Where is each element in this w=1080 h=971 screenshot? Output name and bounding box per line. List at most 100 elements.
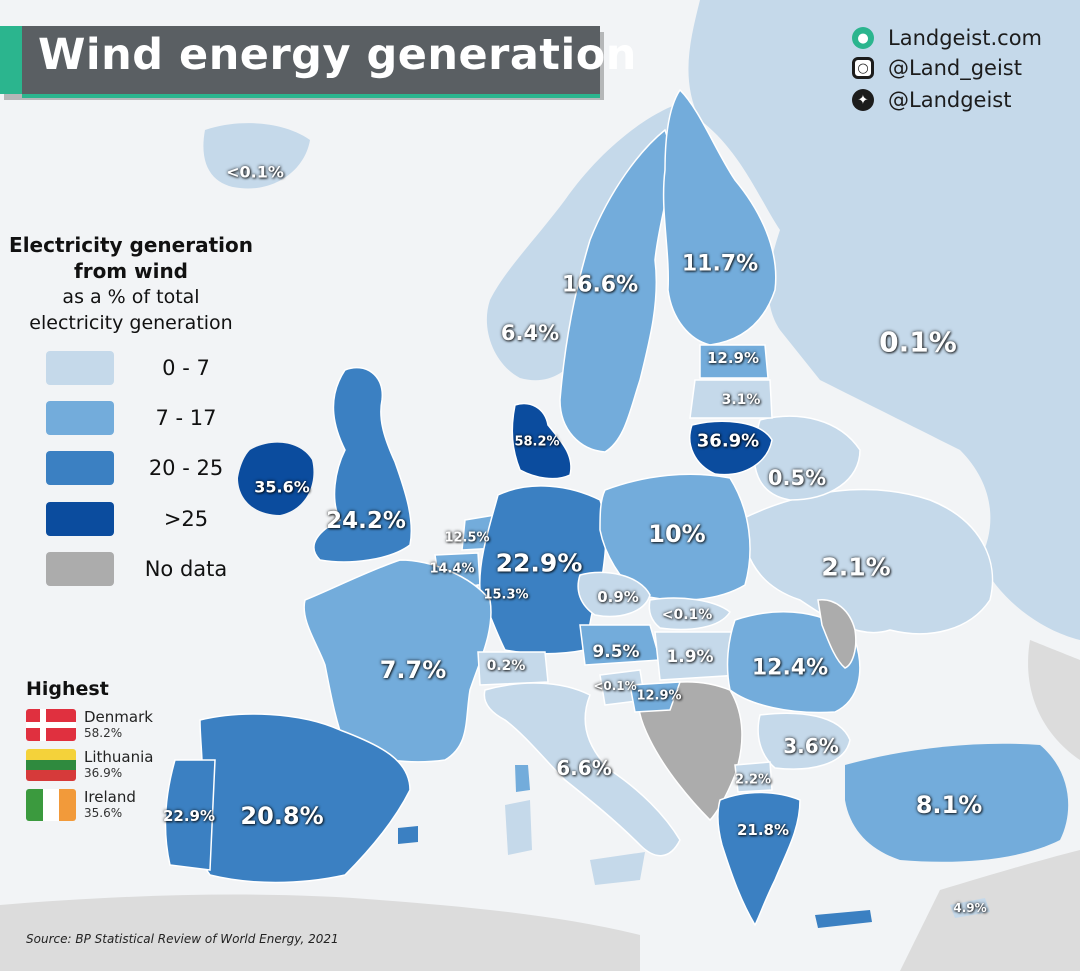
label-germany: 22.9% bbox=[495, 548, 583, 578]
sweden-region bbox=[559, 128, 672, 453]
estonia-region bbox=[699, 344, 769, 379]
moldova-region bbox=[817, 599, 857, 669]
label-poland: 10% bbox=[648, 520, 706, 548]
middle-east-landmass bbox=[900, 850, 1080, 971]
globe-icon: ● bbox=[852, 27, 874, 49]
label-spain: 20.8% bbox=[240, 802, 324, 830]
latvia-region bbox=[689, 379, 773, 419]
ireland-flag-icon bbox=[26, 789, 76, 821]
page-title: Wind energy generation bbox=[38, 30, 637, 80]
greece-region bbox=[717, 791, 801, 927]
instagram-icon: ○ bbox=[852, 57, 874, 79]
highest-item-denmark: Denmark 58.2% bbox=[26, 709, 153, 743]
label-luxembourg: 15.3% bbox=[483, 587, 529, 603]
label-sweden: 16.6% bbox=[561, 272, 639, 298]
label-belarus: 0.5% bbox=[767, 466, 827, 490]
label-ireland: 35.6% bbox=[254, 477, 310, 497]
poland-region bbox=[599, 473, 751, 601]
lithuania-region bbox=[689, 420, 773, 476]
sicily-region bbox=[590, 852, 645, 885]
cyprus-region bbox=[950, 898, 990, 918]
label-hungary: 1.9% bbox=[666, 647, 714, 667]
caucasus-landmass bbox=[1028, 640, 1080, 760]
legend-item: No data bbox=[46, 552, 276, 586]
legend-label: >25 bbox=[163, 507, 209, 531]
instagram-link[interactable]: ○ @Land_geist bbox=[852, 54, 1022, 82]
balearic-islands-region bbox=[398, 826, 418, 844]
legend-title-line1: Electricity generation bbox=[9, 233, 253, 257]
label-netherlands: 12.5% bbox=[444, 530, 490, 546]
label-norway: 6.4% bbox=[500, 321, 560, 345]
label-russia: 0.1% bbox=[879, 325, 957, 359]
label-slovenia: <0.1% bbox=[593, 679, 637, 693]
czechia-region bbox=[577, 571, 651, 618]
legend-title: Electricity generation from wind as a % … bbox=[0, 232, 262, 336]
denmark-flag-icon bbox=[26, 709, 76, 741]
instagram-text: @Land_geist bbox=[888, 56, 1022, 80]
ireland-region bbox=[238, 442, 314, 515]
label-iceland: <0.1% bbox=[226, 162, 284, 182]
label-finland: 11.7% bbox=[681, 251, 759, 277]
legend-subtitle-line2: electricity generation bbox=[29, 312, 233, 334]
label-belgium: 14.4% bbox=[429, 561, 475, 577]
label-france: 7.7% bbox=[379, 656, 447, 684]
label-turkey: 8.1% bbox=[915, 791, 983, 819]
title-underline bbox=[22, 94, 600, 98]
twitter-icon: ✦ bbox=[852, 89, 874, 111]
highest-value: 35.6% bbox=[84, 806, 123, 820]
label-switzerland: 0.2% bbox=[486, 658, 526, 674]
label-czechia: 0.9% bbox=[597, 588, 639, 606]
label-ukraine: 2.1% bbox=[821, 552, 891, 582]
twitter-link[interactable]: ✦ @Landgeist bbox=[852, 86, 1011, 114]
legend-item: 20 - 25 bbox=[46, 451, 276, 485]
legend-swatch bbox=[46, 401, 114, 435]
highest-item-lithuania: Lithuania 36.9% bbox=[26, 749, 153, 783]
italy-region bbox=[483, 682, 681, 857]
title-accent bbox=[0, 26, 22, 94]
label-greece: 21.8% bbox=[736, 821, 790, 839]
label-slovakia: <0.1% bbox=[661, 607, 713, 623]
legend-label: No data bbox=[144, 557, 228, 581]
label-portugal: 22.9% bbox=[162, 807, 216, 825]
north-macedonia-region bbox=[734, 761, 773, 793]
website-link[interactable]: ● Landgeist.com bbox=[852, 24, 1042, 52]
legend-swatch bbox=[46, 502, 114, 536]
denmark-region bbox=[511, 402, 572, 480]
highest-value: 36.9% bbox=[84, 766, 123, 780]
legend-item: >25 bbox=[46, 502, 276, 536]
label-north-macedonia: 2.2% bbox=[734, 772, 772, 788]
iceland-region bbox=[203, 123, 310, 189]
switzerland-region bbox=[477, 651, 549, 686]
legend-subtitle-line1: as a % of total bbox=[62, 286, 200, 308]
legend-label: 20 - 25 bbox=[148, 456, 224, 480]
source-note: Source: BP Statistical Review of World E… bbox=[26, 932, 339, 946]
label-bulgaria: 3.6% bbox=[783, 734, 839, 758]
title-bar bbox=[0, 26, 600, 94]
crete-region bbox=[815, 910, 872, 928]
label-cyprus: 4.9% bbox=[953, 901, 987, 915]
russia-region bbox=[688, 0, 1080, 640]
legend-label: 7 - 17 bbox=[155, 406, 217, 430]
label-latvia: 3.1% bbox=[721, 392, 761, 408]
highest-value: 58.2% bbox=[84, 726, 123, 740]
sardinia-region bbox=[505, 800, 532, 855]
label-austria: 9.5% bbox=[592, 642, 640, 662]
label-lithuania: 36.9% bbox=[696, 430, 760, 452]
legend-label: 0 - 7 bbox=[162, 356, 210, 380]
label-uk: 24.2% bbox=[326, 508, 406, 534]
legend-swatch bbox=[46, 451, 114, 485]
website-text: Landgeist.com bbox=[888, 26, 1042, 50]
slovakia-region bbox=[648, 597, 731, 631]
highest-item-ireland: Ireland 35.6% bbox=[26, 789, 136, 823]
belarus-region bbox=[753, 415, 861, 501]
ukraine-region bbox=[739, 488, 994, 635]
legend-item: 7 - 17 bbox=[46, 401, 276, 435]
uk-region bbox=[313, 366, 413, 563]
highest-country: Denmark bbox=[84, 708, 153, 726]
label-romania: 12.4% bbox=[751, 655, 829, 681]
turkey-region bbox=[845, 743, 1069, 862]
legend-swatch bbox=[46, 351, 114, 385]
label-italy: 6.6% bbox=[556, 756, 612, 780]
label-croatia: 12.9% bbox=[636, 688, 682, 704]
